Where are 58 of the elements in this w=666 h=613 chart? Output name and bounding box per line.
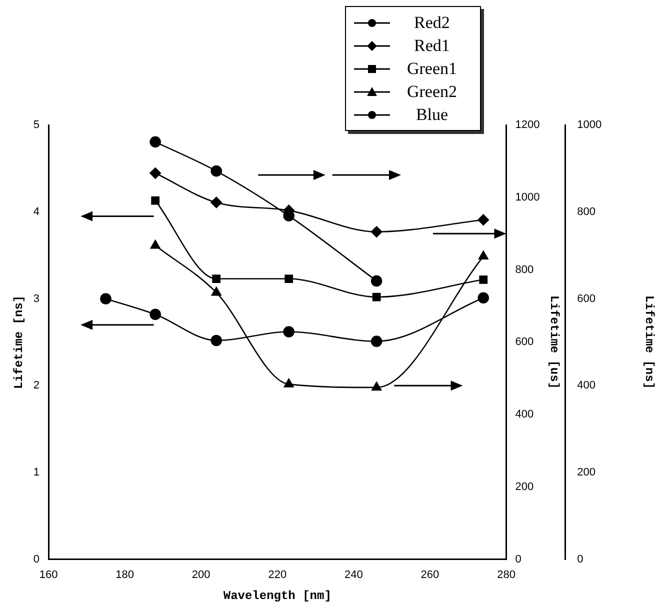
point (479, 275, 488, 284)
x-tick-label: 180 (116, 569, 134, 582)
point (150, 136, 161, 148)
y-tick-label: 4 (33, 206, 40, 218)
x-axis-title: Wavelength [nm] (223, 588, 332, 603)
y2-tick-label: 0 (515, 553, 522, 566)
point (478, 214, 490, 226)
point (370, 275, 382, 287)
y-tick-label: 5 (33, 119, 40, 132)
x-tick-label: 240 (344, 569, 363, 582)
y2-tick-label: 1000 (515, 191, 540, 204)
legend-label: Blue (414, 104, 450, 126)
y2-tick-label: 200 (515, 481, 534, 494)
point (478, 250, 488, 260)
point (150, 167, 161, 179)
point (210, 165, 222, 177)
y2-tick-label: 600 (515, 336, 534, 348)
point (372, 382, 382, 391)
y-tick-label: 3 (33, 292, 40, 305)
x-tick-label: 220 (268, 569, 287, 582)
x-tick-label: 160 (39, 569, 58, 582)
point (210, 334, 222, 346)
point (284, 274, 294, 283)
y-tick-label: 2 (33, 380, 40, 392)
y3-tick-label: 200 (577, 466, 596, 479)
y2-axis-title: Lifetime [us] (546, 295, 561, 390)
y-tick-label: 1 (33, 466, 40, 479)
y-axis-title: Lifetime [ns] (12, 295, 26, 390)
point (478, 292, 490, 304)
y3-tick-label: 800 (577, 206, 596, 218)
point (151, 196, 160, 205)
point (100, 293, 112, 304)
point (212, 274, 221, 283)
point (372, 292, 381, 302)
y2-tick-label: 1200 (515, 119, 540, 132)
y3-tick-label: 600 (577, 292, 596, 305)
x-tick-label: 200 (192, 569, 210, 582)
y-tick-label: 0 (33, 553, 40, 566)
x-tick-label: 260 (420, 569, 440, 582)
y2-tick-label: 800 (515, 264, 534, 276)
y3-tick-label: 0 (577, 553, 584, 566)
y2-tick-label: 400 (515, 408, 534, 421)
point (370, 336, 382, 347)
point (370, 226, 382, 238)
legend-label: Green1 (406, 58, 458, 80)
point (150, 308, 161, 320)
x-tick-label: 280 (497, 569, 516, 582)
legend-label: Green2 (406, 81, 458, 103)
y3-tick-label: 1000 (577, 119, 602, 132)
legend-label: Red1 (413, 35, 451, 57)
point (283, 326, 294, 338)
point (210, 196, 222, 208)
y3-tick-label: 400 (577, 380, 596, 392)
point (284, 378, 294, 388)
point (211, 286, 222, 296)
legend-label: Red2 (413, 12, 451, 34)
y3-axis-title: Lifetime [ns] (642, 295, 656, 390)
point (150, 240, 160, 249)
